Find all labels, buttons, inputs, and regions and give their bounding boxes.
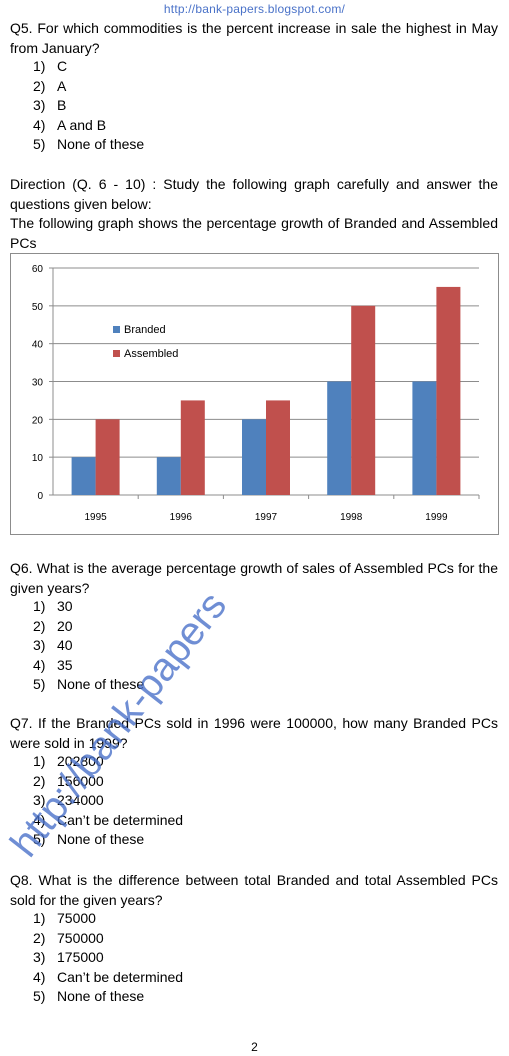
x-tick-label: 1997 <box>255 512 278 523</box>
y-tick-label: 10 <box>32 453 44 464</box>
bar-assembled-1997 <box>266 400 290 495</box>
legend-swatch-assembled <box>113 350 120 357</box>
x-tick-label: 1996 <box>170 512 193 523</box>
option-item: 5) None of these <box>33 988 145 1005</box>
bar-branded-1998 <box>327 381 352 495</box>
option-item: 1) 202800 <box>33 753 104 769</box>
question-7-text: Q7. If the Branded PCs sold in 1996 were… <box>10 715 498 751</box>
y-tick-label: 40 <box>32 340 44 351</box>
option-item: 1) C <box>33 58 68 74</box>
option-item: 5) None of these <box>33 831 145 848</box>
bar-branded-1999 <box>412 381 437 495</box>
option-item: 4) Can’t be determined <box>33 968 184 985</box>
question-6-text: Q6. What is the average percentage growt… <box>10 560 498 596</box>
option-item: 2) 156000 <box>33 772 104 789</box>
y-tick-label: 60 <box>32 264 44 275</box>
bar-branded-1997 <box>242 419 266 495</box>
x-tick-label: 1998 <box>340 512 363 523</box>
question-5-text: Q5. For which commodities is the percent… <box>10 20 498 56</box>
chart-canvas: 0 10 20 30 40 50 60 1995 1996 1997 1998 1999 Branded… <box>32 264 480 523</box>
legend-swatch-branded <box>113 326 120 333</box>
direction-line-2: The following graph shows the percentage… <box>10 215 498 251</box>
legend-label-assembled: Assembled <box>124 348 178 360</box>
option-item: 1) 30 <box>33 598 73 614</box>
option-item: 4) Can’t be determined <box>33 811 184 828</box>
direction-text: Direction (Q. 6 - 10) : Study the follow… <box>10 175 498 253</box>
option-item: 3) 40 <box>33 637 73 654</box>
option-item: 1) 75000 <box>33 910 96 926</box>
direction-line-1: Direction (Q. 6 - 10) : Study the follow… <box>10 176 498 212</box>
option-item: 2) 750000 <box>33 929 104 946</box>
option-item: 3) 234000 <box>33 792 104 809</box>
option-item: 2) A <box>33 77 67 94</box>
bar-branded-1996 <box>156 457 181 495</box>
y-tick-label: 0 <box>37 491 43 502</box>
bar-assembled-1999 <box>436 286 461 495</box>
question-6-options: 1) 30 2) 20 3) 40 4) 35 5) None of these <box>33 597 144 695</box>
option-item: 4) A and B <box>33 116 107 133</box>
bar-branded-1995 <box>71 457 96 495</box>
y-tick-label: 50 <box>32 302 44 313</box>
page-number: 2 <box>251 1040 258 1054</box>
bar-chart: 0 10 20 30 40 50 60 1995 1996 1997 1998 1999 Branded… <box>10 253 499 535</box>
page-header-url: http://bank-papers.blogspot.com/ <box>163 2 346 16</box>
option-item: 3) B <box>33 97 67 114</box>
option-item: 4) 35 <box>33 656 73 673</box>
option-item: 2) 20 <box>33 617 73 634</box>
x-tick-label: 1995 <box>84 512 107 523</box>
question-8-text: Q8. What is the difference between total… <box>10 872 498 908</box>
bar-assembled-1998 <box>351 305 376 495</box>
bar-assembled-1996 <box>180 400 205 495</box>
question-5-options: 1) C 2) A 3) B 4) A and B 5) None of these <box>33 57 144 155</box>
option-item: 3) 175000 <box>33 949 104 966</box>
bar-assembled-1995 <box>95 419 120 495</box>
y-tick-label: 20 <box>32 415 44 426</box>
legend-label-branded: Branded <box>124 324 166 336</box>
question-7-options: 1) 202800 2) 156000 3) 234000 4) Can’t be de… <box>33 752 183 850</box>
question-8-options: 1) 75000 2) 750000 3) 175000 4) Can’t be det… <box>33 909 183 1007</box>
x-tick-label: 1999 <box>425 512 448 523</box>
option-item: 5) None of these <box>33 136 145 153</box>
option-item: 5) None of these <box>33 676 145 693</box>
y-tick-label: 30 <box>32 378 44 389</box>
